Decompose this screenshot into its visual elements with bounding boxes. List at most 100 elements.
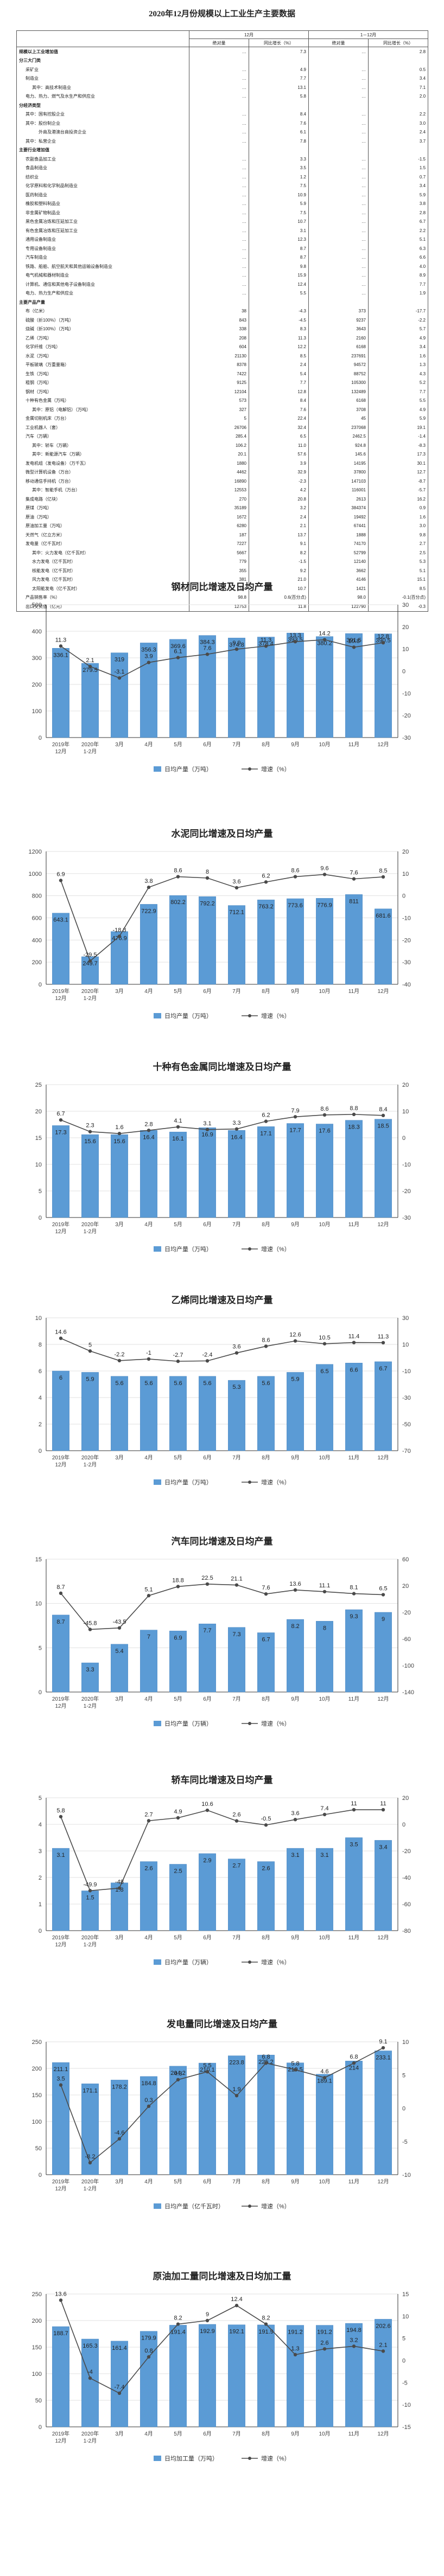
- bar: [140, 643, 157, 738]
- x-axis-tick-label: 2020年 1-2月: [81, 1934, 99, 1948]
- x-axis-tick-line: 1-2月: [84, 748, 97, 755]
- cell-absolute: 145.6: [308, 450, 369, 459]
- cell-growth: 17.3: [367, 450, 429, 459]
- legend-bar-swatch: [154, 1013, 161, 1018]
- cell-growth: 3.3: [249, 155, 309, 164]
- x-axis-tick-line: 6月: [203, 1454, 212, 1461]
- right-axis-tick-label: -20: [402, 1610, 411, 1616]
- cell-absolute: …: [189, 92, 249, 101]
- chart: 十种有色金属同比增速及日均产量 0 5 10 15 20 25 -30 -20 -10 0 10 20 1…: [8, 1055, 436, 1283]
- bar-value-label: 2.7: [232, 1863, 240, 1869]
- line-point: [234, 1583, 239, 1587]
- x-axis-tick-line: 12月: [377, 2178, 389, 2185]
- cell-growth: [367, 56, 429, 65]
- cell-growth: 20.8: [249, 495, 309, 504]
- cell-absolute: 67441: [308, 521, 369, 530]
- line-point: [147, 661, 151, 664]
- right-axis-tick-label: -20: [402, 713, 411, 719]
- bar: [287, 1123, 304, 1218]
- cell-absolute: 3708: [308, 405, 369, 414]
- x-axis-tick-line: 1-2月: [84, 2438, 97, 2444]
- bar-value-label: 7: [147, 1634, 150, 1641]
- bar: [111, 1134, 128, 1218]
- row-label: 核能发电（亿千瓦时）: [16, 566, 189, 575]
- table-row: 制造业… 7.7… 3.4: [16, 74, 429, 83]
- row-label: 通用设备制造业: [16, 235, 189, 244]
- x-axis-tick-label: 5月: [174, 2178, 182, 2185]
- bar-value-label: 15.6: [113, 1138, 125, 1145]
- cell-growth: 12.2: [249, 342, 309, 351]
- left-axis-tick-label: 4: [39, 1822, 42, 1828]
- cell-growth: 8.9: [367, 271, 429, 280]
- legend-line-label: 增速（%）: [261, 1958, 290, 1966]
- row-label: 原油加工量（万吨）: [16, 521, 189, 530]
- right-axis-tick-label: -20: [402, 1188, 411, 1195]
- x-axis-tick-line: 9月: [291, 1454, 300, 1461]
- bar-value-label: 171.1: [83, 2087, 98, 2094]
- bar-value-label: 5.3: [232, 1384, 240, 1390]
- chart: 发电量同比增速及日均产量 0 50 100 150 200 250 -10 -5 0 5 10 211.…: [8, 2012, 436, 2240]
- row-label: 其中：高技术制造业: [16, 83, 189, 92]
- cell-absolute: …: [189, 127, 249, 137]
- bar: [375, 1361, 392, 1451]
- cell-growth: 7.8: [249, 137, 309, 146]
- line-point: [352, 2344, 356, 2348]
- bar: [140, 1630, 157, 1693]
- bar: [52, 648, 69, 738]
- table-row: 核能发电（亿千瓦时） 355 9.2 3662 5.1: [16, 566, 429, 575]
- x-axis-tick-label: 2019年 12月: [52, 1934, 69, 1948]
- cell-absolute: 20.1: [189, 450, 249, 459]
- right-axis-tick-label: -10: [402, 1368, 411, 1375]
- left-axis-tick-label: 20: [35, 1108, 42, 1115]
- x-axis-tick-label: 5月: [174, 2431, 182, 2437]
- cell-absolute: 12140: [308, 557, 369, 566]
- cell-growth: 15.1: [367, 575, 429, 584]
- line-point: [176, 1585, 180, 1588]
- row-label: 十种有色金属（万吨）: [16, 396, 189, 405]
- line-point: [293, 2353, 297, 2357]
- table-row: 生铁（万吨） 7422 5.4 88752 4.3: [16, 369, 429, 379]
- line-value-label: -2.7: [173, 1352, 183, 1359]
- cell-absolute: …: [189, 181, 249, 190]
- row-label: 橡胶和塑料制品业: [16, 199, 189, 208]
- line-point: [293, 1339, 297, 1343]
- bar: [52, 1125, 69, 1218]
- x-axis-tick-line: 3月: [115, 1696, 124, 1702]
- legend-bar-label: 日均产量（万辆）: [164, 1958, 212, 1966]
- x-axis-tick-line: 6月: [203, 2431, 212, 2437]
- line-point: [352, 1341, 356, 1344]
- table-row: 外商及港澳台商投资企业… 6.1… 2.4: [16, 127, 429, 137]
- x-axis-tick-line: 10月: [319, 741, 330, 748]
- x-axis-tick-label: 2019年 12月: [52, 988, 69, 1002]
- legend-bar-swatch: [154, 766, 161, 772]
- cell-absolute: 779: [189, 557, 249, 566]
- row-label: 原油（万吨）: [16, 512, 189, 522]
- line-point: [59, 2298, 63, 2302]
- cell-growth: 3.5: [249, 163, 309, 172]
- cell-growth: -4.5: [249, 316, 309, 325]
- line-value-label: 6.7: [56, 1111, 65, 1117]
- x-axis-tick-line: 4月: [144, 1696, 153, 1702]
- line-point: [205, 1808, 210, 1812]
- bar: [316, 898, 333, 985]
- row-label: 其中：智能手机（万台）: [16, 485, 189, 495]
- left-axis-tick-label: 150: [32, 2344, 42, 2351]
- table-header-row-groups: 12月 1－12月: [16, 30, 429, 47]
- cell-growth: 5.9: [249, 199, 309, 208]
- cell-absolute: [189, 298, 249, 307]
- x-axis-tick-label: 4月: [144, 1454, 153, 1461]
- row-label: 有色金属冶炼和压延加工业: [16, 226, 189, 235]
- line-value-label: 2.1: [379, 2342, 387, 2348]
- legend-bar-swatch: [154, 1479, 161, 1485]
- x-axis-tick-label: 4月: [144, 2431, 153, 2437]
- line-point: [352, 1592, 356, 1595]
- row-label: 采矿业: [16, 65, 189, 74]
- cell-growth: 9.1: [249, 539, 309, 548]
- x-axis-tick-line: 12月: [55, 1941, 66, 1948]
- row-label: 微型计算机设备（万台）: [16, 467, 189, 477]
- cell-growth: -2.2: [367, 316, 429, 325]
- line-point: [293, 639, 297, 644]
- cell-absolute: …: [189, 226, 249, 235]
- bar: [316, 2325, 333, 2427]
- row-label: 原煤（万吨）: [16, 503, 189, 512]
